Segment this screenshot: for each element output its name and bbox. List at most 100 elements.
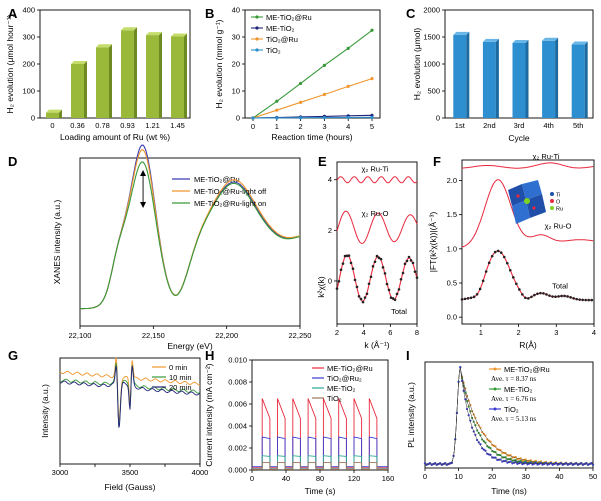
panel-c-bar-side <box>495 38 499 118</box>
panel-f-total-data-point <box>545 293 548 296</box>
panel-b-legend-label: ME-TiO₂ <box>266 24 295 33</box>
panel-f-total-data-point <box>557 295 560 298</box>
panel-h-ytick-label: 0.004 <box>228 422 247 431</box>
panel-a-bar <box>146 35 159 118</box>
panel-e: 2 4 6 8 0 2 4 χ₂ Ru-Ti χ₂ Ru-O Total k (Å⁻¹) k²χ(… <box>316 161 419 350</box>
panel-f-total-data-point <box>475 292 479 296</box>
panel-i-data-point <box>536 463 539 466</box>
panel-f-ru-o-line <box>461 179 594 248</box>
panel-g-xlabel: Field (Gauss) <box>104 482 155 492</box>
panel-label-d: D <box>8 154 17 169</box>
panel-e-total-data-point <box>399 277 403 281</box>
panel-c-xtick-label: 3rd <box>514 121 525 130</box>
panel-d-xtick-label: 22,100 <box>69 331 92 340</box>
panel-b-series-point <box>370 28 374 32</box>
panel-c-bar-side <box>525 39 529 118</box>
panel-f-frame <box>461 159 595 325</box>
panel-e-total-data-point <box>415 276 419 279</box>
panel-i-xtick-label: 30 <box>522 472 530 481</box>
panel-d-legend-label: ME-TiO₂@Ru-light off <box>194 187 267 196</box>
panel-f-ru-ti-line <box>461 162 594 169</box>
panel-b-series-line <box>252 29 373 119</box>
panel-b-legend-label: TiO₂ <box>266 46 281 55</box>
panel-f-inset-legend-label: Ru <box>556 207 563 213</box>
panel-b-xlabel: Reaction time (hours) <box>271 132 352 142</box>
panel-f-total-data-point <box>481 279 485 283</box>
panel-e-total-data-point <box>393 298 397 302</box>
panel-d-series-line <box>80 161 301 310</box>
panel-b-series-point <box>322 115 326 120</box>
panel-f-total-data-point <box>472 295 476 299</box>
panel-b-series-point <box>275 116 279 120</box>
panel-e-annotation-total: Total <box>391 307 407 316</box>
panel-b-legend-label: TiO₂@Ru <box>266 35 298 44</box>
panel-a-bar-side <box>159 32 162 118</box>
panel-i-data-point <box>575 462 578 465</box>
panel-e-total-data-point <box>411 261 415 265</box>
panel-b-series-point <box>275 108 279 112</box>
panel-f-inset-legend-marker <box>550 199 554 203</box>
panel-b-ytick-label: 30 <box>232 33 240 42</box>
panel-e-total-data-point <box>377 256 381 260</box>
panel-d-xlabel: Energy (eV) <box>167 341 213 351</box>
panel-f-ytick-label: 0.0 <box>447 313 457 322</box>
panel-e-total-data-point <box>351 267 355 271</box>
panel-f-total-data-point <box>466 297 470 300</box>
panel-g-xtick-label: 3000 <box>52 468 69 477</box>
panel-b-ytick-label: 0 <box>236 114 240 123</box>
panel-h-legend-label: TiO₂ <box>327 394 342 403</box>
panel-b-xtick-label: 5 <box>370 122 374 131</box>
panel-f-xtick-label: 1 <box>479 328 483 337</box>
panel-b-legend-label: ME-TiO₂@Ru <box>266 13 312 22</box>
panel-i-data-point <box>484 441 487 444</box>
panel-f-total-data-point <box>463 297 467 301</box>
panel-b-series-point <box>299 116 303 120</box>
panel-e-plot: 2 4 6 8 0 2 4 χ₂ Ru-Ti χ₂ Ru-O Total <box>328 165 419 337</box>
panel-a-xtick-label: 0.78 <box>95 121 110 130</box>
panel-a-bar-side <box>184 33 187 118</box>
panel-f-annotation-total: Total <box>552 282 568 291</box>
panel-a-ytick-label: 400 <box>22 6 35 15</box>
panel-b-series-point <box>346 115 350 120</box>
panel-i-data-point <box>551 463 554 466</box>
panel-a-ylabel: H₂ evolution (μmol hour⁻¹) <box>5 14 15 113</box>
panel-c-plot: 0 500 1000 1500 2000 1st 2nd 3rd 4th 5th <box>423 6 588 130</box>
panel-e-xtick-label: 2 <box>335 328 339 337</box>
panel-f-total-data-point <box>584 298 588 302</box>
panel-d-legend-label: ME-TiO₂@Ru <box>194 175 240 184</box>
panel-a-bar <box>171 36 184 118</box>
panel-a-bar-top <box>171 33 187 37</box>
panel-d-xtick-label: 22,150 <box>142 331 165 340</box>
panel-h-legend-label: ME-TiO₂@Ru <box>327 364 373 373</box>
panel-label-e: E <box>318 154 327 169</box>
panel-c-ytick-label: 2000 <box>423 6 440 15</box>
panel-b-plot: 0 10 20 30 40 0 1 2 3 4 5 ME-TiO₂@Ru ME-TiO₂ TiO₂@Ru T… <box>232 6 374 132</box>
panel-d-arrow-down-head <box>140 202 147 208</box>
panel-i-data-point <box>481 438 484 441</box>
panel-c-bar-top <box>571 41 588 45</box>
panel-f-inset-legend-label: Ti <box>556 193 560 199</box>
panel-e-total-data-point <box>349 261 353 265</box>
panel-f-total-data-point <box>518 288 521 291</box>
panel-e-total-data-point <box>337 280 341 283</box>
panel-c-bar-top <box>482 38 499 42</box>
panel-f-xlabel: R(Å) <box>519 340 537 350</box>
panel-f-total-data-point <box>521 293 524 296</box>
panel-f-total-data-point <box>539 291 542 295</box>
panel-i-data-point <box>590 462 593 465</box>
panel-f-total-data-point <box>572 297 575 300</box>
panel-f-total-data-point <box>566 295 569 298</box>
panel-f-total-data-point <box>505 261 509 265</box>
panel-b-xtick-label: 1 <box>275 122 279 131</box>
panel-h-xtick-label: 120 <box>348 474 361 483</box>
panel-d: 22,100 22,150 22,200 22,250 ME-TiO₂@Ru ME-TiO… <box>52 144 311 351</box>
panel-a-bar-side <box>59 109 62 118</box>
panel-e-total-data-point <box>363 296 367 299</box>
panel-e-ytick-label: 4 <box>328 175 332 184</box>
panel-b-series-point <box>370 76 374 81</box>
panel-e-xtick-label: 4 <box>362 328 366 337</box>
panel-h-frame <box>251 359 389 471</box>
